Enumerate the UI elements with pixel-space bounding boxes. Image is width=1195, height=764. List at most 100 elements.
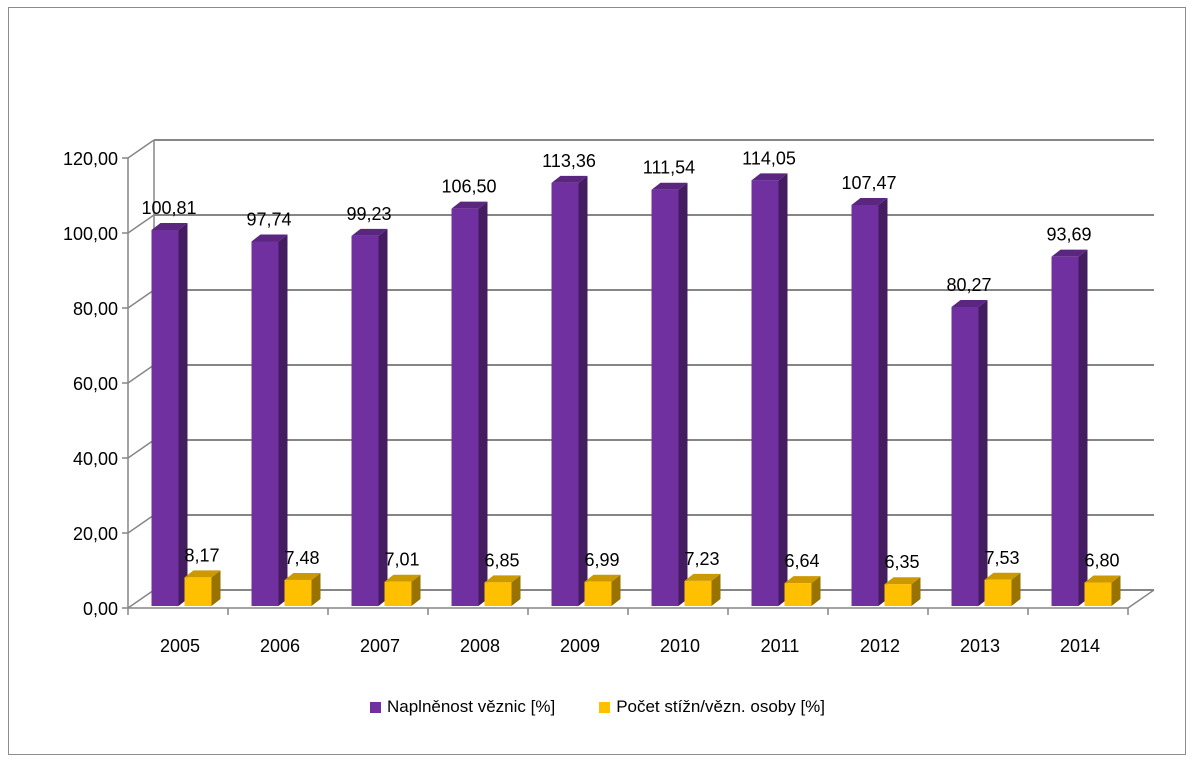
bar-stiznosti-2006 xyxy=(284,572,321,606)
bar-front xyxy=(684,580,712,606)
bar-side xyxy=(811,576,821,606)
y-tick-label: 100,00 xyxy=(63,224,118,244)
bar-side xyxy=(778,173,788,606)
y-tick-label: 0,00 xyxy=(83,599,118,619)
data-label: 106,50 xyxy=(441,177,496,197)
bar-front xyxy=(184,577,212,606)
bar-side xyxy=(578,175,588,606)
bar-side xyxy=(1078,249,1088,606)
data-label: 80,27 xyxy=(946,275,991,295)
bar-front xyxy=(984,579,1012,606)
bar-naplnenost-2009 xyxy=(551,175,588,606)
bar-front xyxy=(251,241,279,606)
data-label: 97,74 xyxy=(246,209,291,229)
bar-front xyxy=(284,579,312,606)
bar-top xyxy=(184,570,221,578)
data-label: 6,64 xyxy=(784,551,819,571)
bar-top xyxy=(884,577,921,585)
gridline-diagonal xyxy=(127,214,155,234)
bar-front xyxy=(151,229,179,606)
data-label: 8,17 xyxy=(184,545,219,565)
data-label: 7,01 xyxy=(384,550,419,570)
bar-naplnenost-2007 xyxy=(351,228,388,606)
x-tick-label: 2009 xyxy=(560,636,600,656)
data-label: 113,36 xyxy=(542,151,596,171)
bar-front xyxy=(484,582,512,606)
bar-top xyxy=(251,234,288,242)
bar-top xyxy=(984,572,1021,580)
bar-stiznosti-2011 xyxy=(784,576,821,606)
bar-naplnenost-2008 xyxy=(451,201,488,606)
bar-naplnenost-2012 xyxy=(851,197,888,607)
legend-item-series-2: Počet stížn/vězn. osoby [%] xyxy=(599,697,825,717)
bar-top xyxy=(351,228,388,236)
axis-layer: 0,00 20,00 40,00 60,00 80,00 100,00 120,00 2005… xyxy=(63,140,1155,656)
bar-side xyxy=(511,575,521,606)
bar-naplnenost-2006 xyxy=(251,234,288,606)
bar-naplnenost-2011 xyxy=(751,173,788,606)
data-label: 100,81 xyxy=(141,198,196,218)
bar-stiznosti-2010 xyxy=(684,573,721,606)
bar-side xyxy=(278,234,288,606)
data-label: 99,23 xyxy=(346,204,391,224)
bar-top xyxy=(751,173,788,181)
legend-label-series-1: Naplněnost věznic [%] xyxy=(386,697,556,716)
y-tick-label: 120,00 xyxy=(63,149,118,169)
x-tick-label: 2006 xyxy=(260,636,300,656)
bar-stiznosti-2008 xyxy=(484,575,521,606)
bar-top xyxy=(1084,575,1121,583)
x-tick-label: 2011 xyxy=(761,636,800,656)
bar-front xyxy=(951,306,979,606)
bar-side xyxy=(711,573,721,606)
bar-top xyxy=(784,576,821,584)
data-label: 114,05 xyxy=(742,148,796,168)
legend-swatch-series-2 xyxy=(599,701,611,713)
bar-side xyxy=(878,197,888,607)
bar-side xyxy=(1011,572,1021,606)
bar-naplnenost-2014 xyxy=(1051,249,1088,606)
bar-side xyxy=(978,299,988,606)
bar-side xyxy=(211,570,221,606)
data-label: 6,35 xyxy=(884,552,919,572)
data-label: 6,80 xyxy=(1084,551,1119,571)
bar-stiznosti-2013 xyxy=(984,572,1021,606)
gridline-diagonal xyxy=(127,589,155,609)
bar-top xyxy=(451,201,488,209)
bar-top xyxy=(1051,249,1088,257)
bar-top xyxy=(384,574,421,582)
bar-front xyxy=(384,581,412,606)
bar-front xyxy=(451,208,479,606)
data-label: 7,53 xyxy=(984,548,1019,568)
bar-top xyxy=(951,299,988,307)
bar-stiznosti-2012 xyxy=(884,577,921,606)
bar-front xyxy=(851,204,879,607)
bar-top xyxy=(551,175,588,183)
bar-front xyxy=(884,584,912,606)
gridline-diagonal xyxy=(127,139,155,159)
floor-edge xyxy=(1127,589,1155,609)
data-label: 93,69 xyxy=(1046,225,1091,245)
bar-stiznosti-2007 xyxy=(384,574,421,606)
bars-layer xyxy=(151,173,1121,607)
bar-naplnenost-2013 xyxy=(951,299,988,606)
data-label: 107,47 xyxy=(841,173,896,193)
y-tick-label: 40,00 xyxy=(73,449,118,469)
bar-stiznosti-2014 xyxy=(1084,575,1121,606)
bar-top xyxy=(651,182,688,190)
data-label: 7,48 xyxy=(284,548,319,568)
bar-top xyxy=(684,573,721,581)
gridline-diagonal xyxy=(127,364,155,384)
data-label: 111,54 xyxy=(643,158,695,178)
bar-side xyxy=(178,222,188,606)
bar-naplnenost-2010 xyxy=(651,182,688,606)
x-tick-label: 2010 xyxy=(660,636,700,656)
gridline-diagonal xyxy=(127,514,155,534)
bar-front xyxy=(351,235,379,606)
legend-item-series-1: Naplněnost věznic [%] xyxy=(369,697,556,717)
bar-front xyxy=(584,581,612,606)
bar-top xyxy=(151,222,188,230)
bar-top xyxy=(584,574,621,582)
bar-side xyxy=(1111,575,1121,606)
bar-top xyxy=(284,572,321,580)
y-tick-label: 20,00 xyxy=(73,524,118,544)
